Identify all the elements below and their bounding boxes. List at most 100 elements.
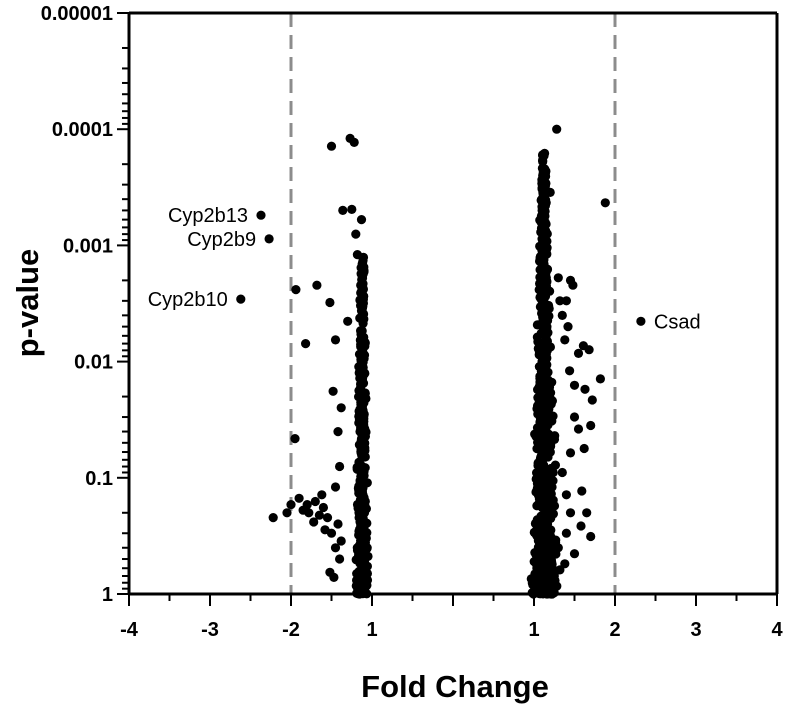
y-tick-label: 0.0001 [52, 119, 113, 141]
data-point [330, 543, 341, 553]
data-point [538, 243, 549, 253]
data-point [545, 508, 555, 518]
data-point [536, 548, 546, 558]
data-point [579, 443, 589, 454]
data-point [335, 461, 345, 472]
data-point [538, 227, 548, 238]
data-point [553, 273, 563, 283]
y-tick-label: 0.00001 [41, 3, 113, 25]
y-tick-label: 0.001 [63, 235, 113, 257]
data-point [354, 530, 364, 540]
data-point [541, 198, 551, 208]
data-point [236, 294, 246, 304]
data-point [325, 297, 335, 308]
data-point [549, 571, 559, 581]
data-point [539, 315, 549, 325]
data-point [535, 272, 545, 282]
data-point [553, 543, 563, 553]
data-point [546, 441, 556, 451]
y-tick-label: 0.01 [74, 352, 113, 374]
data-point [264, 234, 274, 244]
y-axis-title: p-value [10, 249, 45, 358]
data-point [533, 490, 544, 500]
data-point [326, 141, 337, 151]
data-point [539, 259, 549, 269]
data-point [573, 424, 584, 434]
data-point [286, 500, 296, 510]
axes [127, 11, 779, 596]
data-point [357, 514, 367, 524]
data-point [356, 280, 366, 290]
data-point [569, 380, 580, 390]
data-point [356, 446, 366, 456]
data-point [580, 384, 590, 394]
data-point [357, 315, 368, 325]
data-point [347, 204, 357, 214]
data-point [565, 508, 576, 518]
data-point [582, 508, 592, 518]
data-point [552, 124, 562, 134]
x-tick-label: 4 [771, 619, 783, 641]
x-tick-label: 2 [609, 619, 620, 641]
data-point [541, 324, 551, 334]
data-point [301, 339, 311, 349]
data-point [555, 296, 565, 306]
data-point [573, 348, 584, 358]
x-axis-title: Fold Change [361, 669, 549, 704]
data-point [309, 517, 319, 527]
data-point [539, 498, 549, 509]
tick-labels: -4 -3 -2 1 1 2 3 4 1 0.1 0.01 0.001 0.0001 0.00001 [41, 3, 784, 641]
y-tick-label: 1 [102, 584, 113, 606]
data-point [282, 508, 292, 518]
x-tick-label: -4 [120, 619, 139, 641]
data-point [537, 210, 547, 220]
data-point [584, 345, 594, 355]
data-point [576, 521, 586, 531]
data-point [569, 549, 580, 559]
data-point [557, 467, 567, 478]
data-point [543, 367, 553, 377]
data-point [545, 393, 555, 403]
data-point [338, 205, 348, 215]
data-point [357, 326, 367, 336]
data-point [314, 510, 324, 520]
data-point [534, 560, 544, 570]
data-point [543, 542, 554, 552]
data-point [540, 517, 550, 527]
data-point [540, 340, 550, 351]
data-point [352, 250, 362, 260]
x-tick-label: 3 [690, 619, 701, 641]
data-point [326, 528, 337, 538]
data-point [569, 412, 580, 422]
data-point [561, 528, 572, 538]
data-point [328, 386, 338, 396]
data-point [330, 335, 341, 345]
data-point [537, 289, 547, 299]
data-point [356, 471, 366, 482]
annotation-label: Cyp2b9 [187, 229, 256, 251]
data-point [310, 496, 320, 507]
data-point [555, 565, 565, 575]
data-point [530, 518, 541, 529]
annotation-label: Cyp2b13 [168, 205, 248, 227]
data-point [535, 472, 545, 482]
data-point [544, 580, 554, 590]
data-point [351, 229, 361, 239]
data-points [236, 124, 646, 599]
x-tick-label: -3 [201, 619, 219, 641]
data-point [539, 359, 549, 369]
tick-marks [117, 12, 778, 606]
data-point [322, 513, 333, 523]
data-point [304, 508, 314, 518]
data-point [587, 395, 597, 405]
x-tick-label: -2 [282, 619, 300, 641]
data-point [537, 176, 547, 186]
x-tick-label: 1 [366, 619, 377, 641]
data-point [565, 275, 576, 285]
data-point [357, 273, 368, 283]
data-point [539, 460, 549, 470]
data-point [546, 555, 556, 565]
data-point [357, 378, 367, 388]
